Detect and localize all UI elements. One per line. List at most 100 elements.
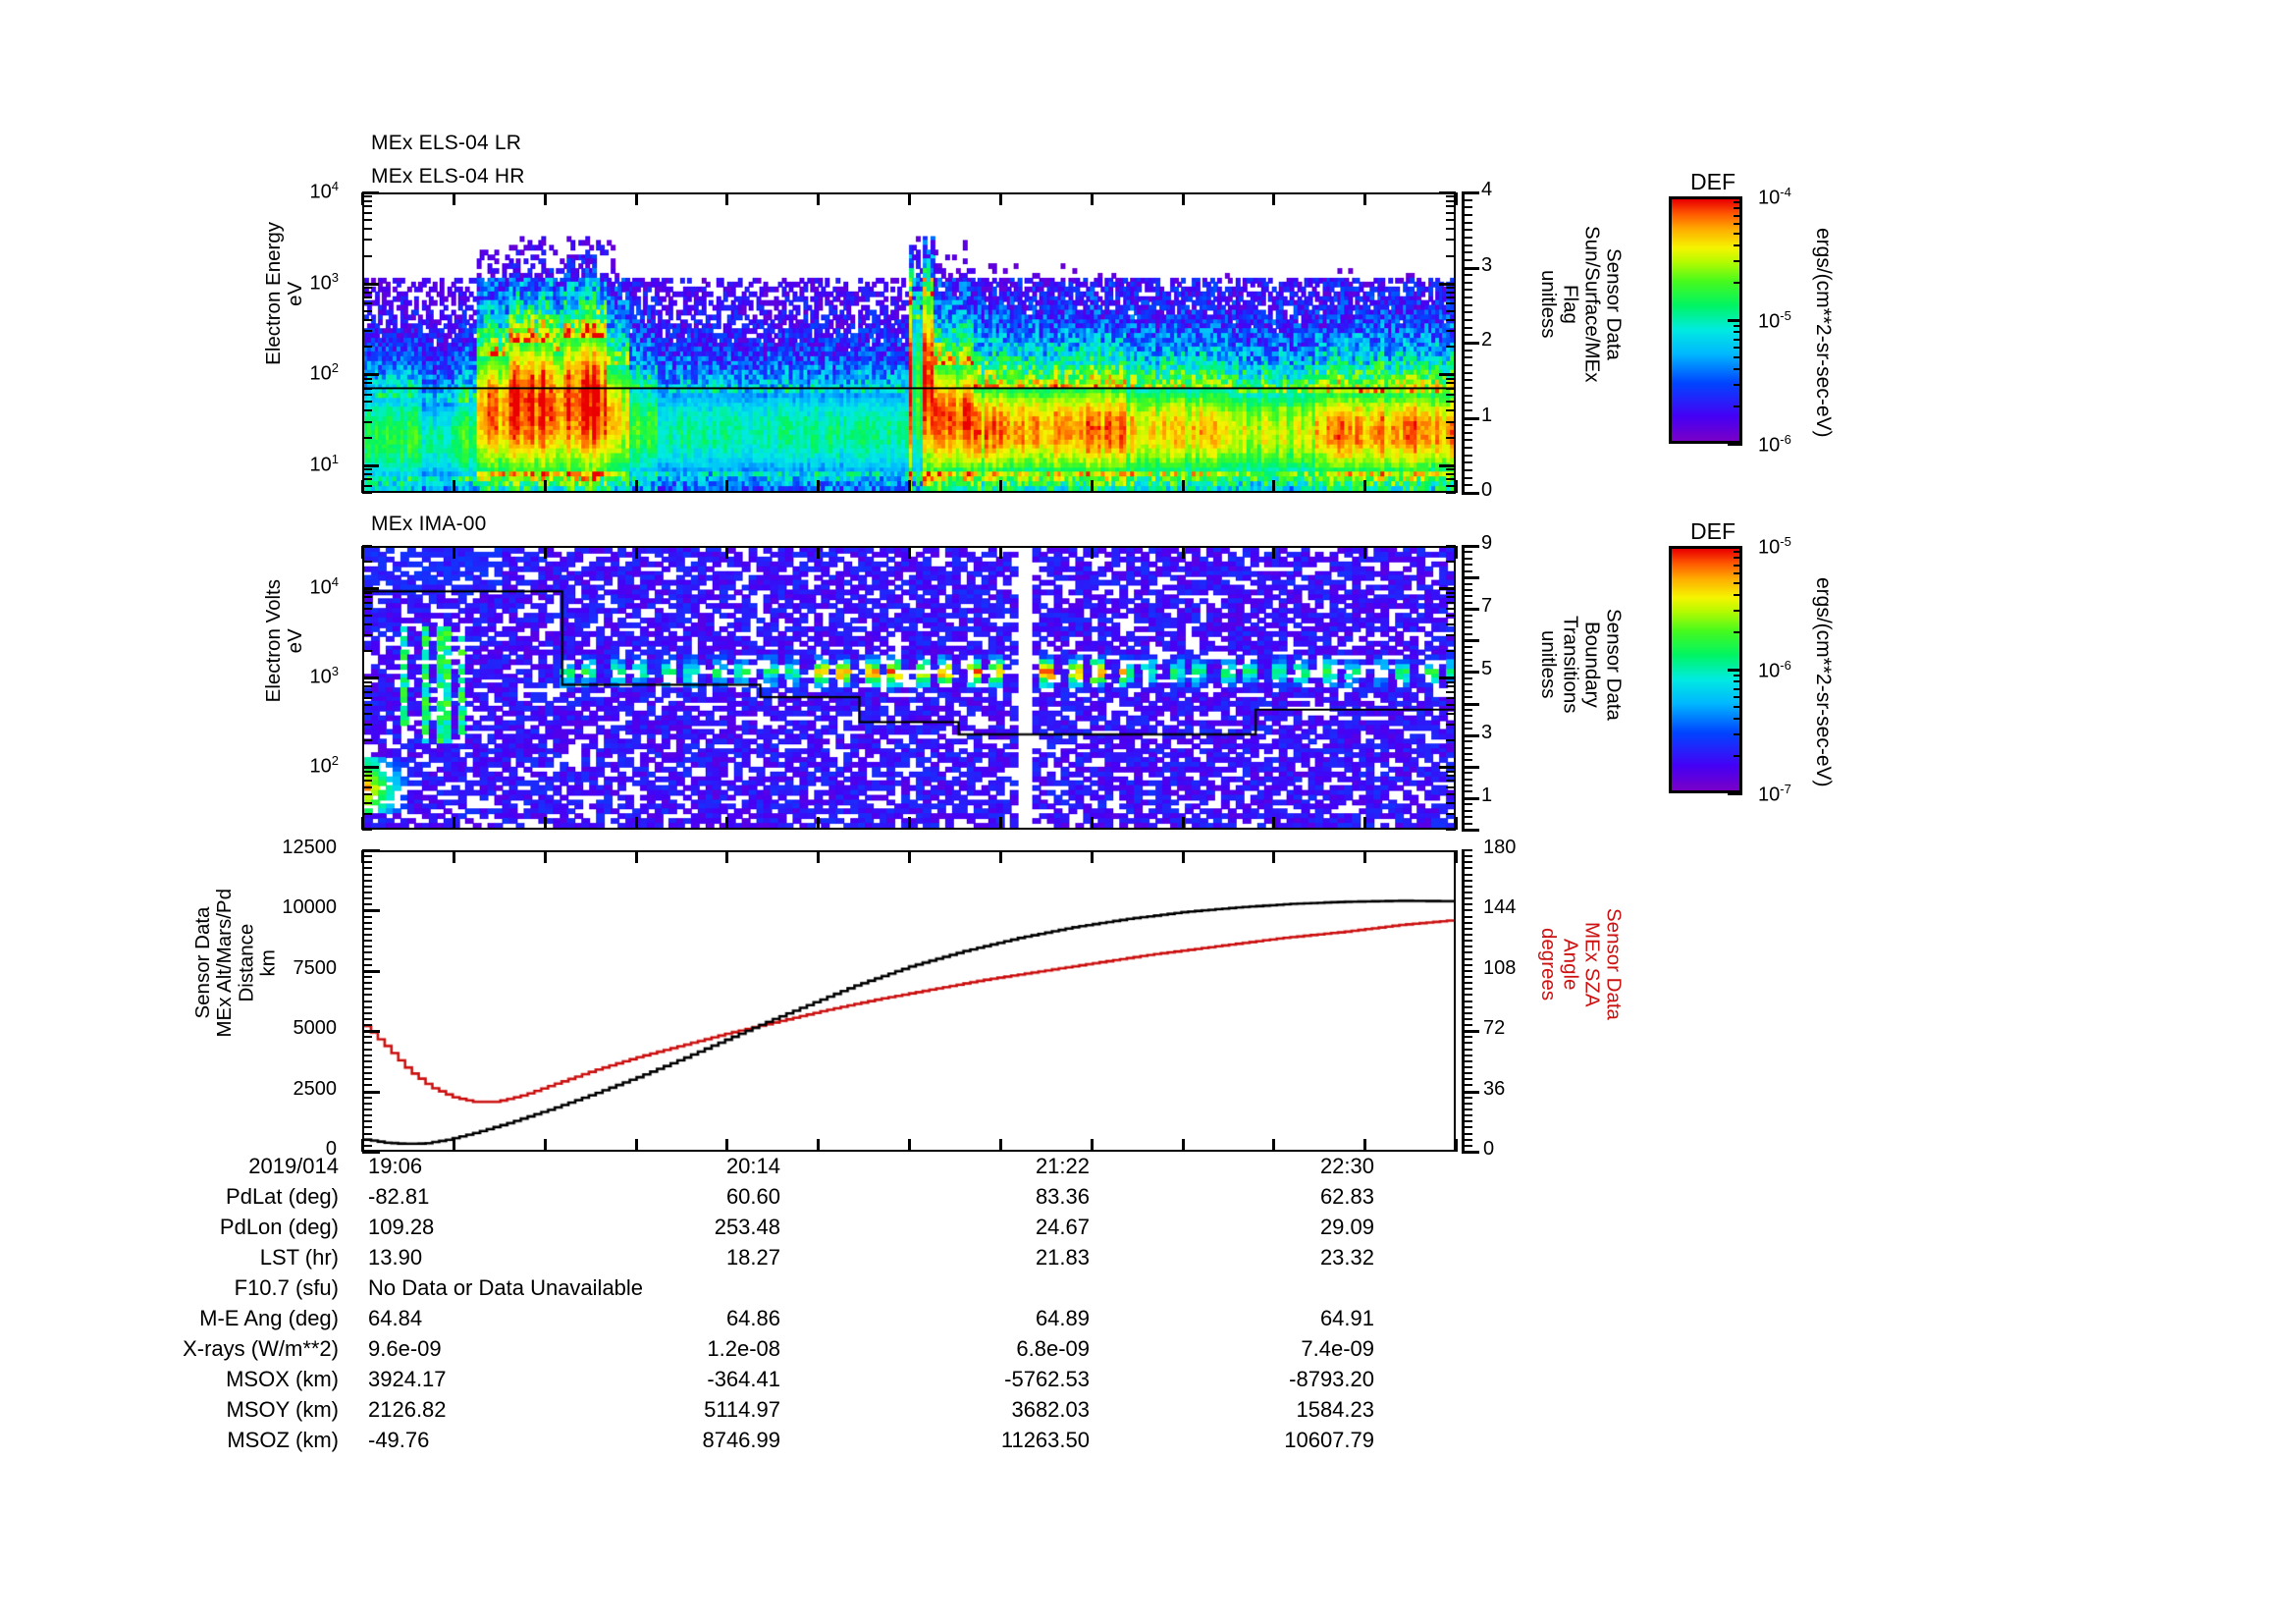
table-cell: -49.76 xyxy=(368,1428,430,1452)
panel3-right-ylabel: 72 xyxy=(1483,1017,1506,1040)
altitude-sza-panel xyxy=(362,850,1456,1152)
table-cell: 109.28 xyxy=(368,1215,435,1239)
table-row-label: MSOX (km) xyxy=(226,1367,339,1391)
panel1-right-tick xyxy=(1462,439,1472,441)
table-cell: 21:22 xyxy=(1035,1154,1090,1178)
panel3-right-tick xyxy=(1462,1120,1472,1122)
panel3-right-tick xyxy=(1462,1145,1472,1147)
panel1-right-tick xyxy=(1462,334,1472,336)
panel3-left-ylabel: 12500 xyxy=(282,837,337,858)
panel2-right-tick xyxy=(1462,677,1472,679)
panel1-right-tick xyxy=(1462,477,1472,479)
table-cell: 21.83 xyxy=(1035,1245,1090,1270)
panel2-right-tick xyxy=(1462,646,1472,648)
panel3-right-tick xyxy=(1462,897,1472,899)
colorbar2-label: 10-5 xyxy=(1758,534,1791,559)
table-cell: 24.67 xyxy=(1035,1215,1090,1239)
panel1-right-tick xyxy=(1462,199,1472,201)
panel3-right-tick xyxy=(1462,946,1472,947)
panel3-right-tick xyxy=(1462,934,1472,936)
panel1-right-tick xyxy=(1462,461,1472,463)
table-cell: No Data or Data Unavailable xyxy=(368,1275,644,1300)
panel3-right-tick xyxy=(1462,1018,1472,1020)
panel1-right-tick xyxy=(1462,409,1472,411)
panel1-title-lr: MEx ELS-04 LR xyxy=(371,132,522,154)
colorbar2-title: DEF xyxy=(1690,518,1735,544)
panel3-right-tick xyxy=(1462,855,1472,857)
table-cell: 62.83 xyxy=(1319,1184,1374,1209)
colorbar2 xyxy=(1669,546,1742,793)
panel2-right-tick xyxy=(1462,803,1472,805)
table-cell: 1584.23 xyxy=(1296,1397,1374,1422)
table-cell: 11263.50 xyxy=(1000,1428,1090,1452)
panel2-right-tick xyxy=(1462,823,1472,825)
panel3-right-tick xyxy=(1462,1139,1472,1141)
panel1-right-tick xyxy=(1462,311,1472,313)
table-row-label: LST (hr) xyxy=(259,1245,339,1270)
panel2-right-tick xyxy=(1462,709,1472,711)
table-cell: -82.81 xyxy=(368,1184,430,1209)
panel1-right-ylabel: 1 xyxy=(1481,404,1493,426)
panel2-right-tick xyxy=(1462,816,1472,818)
panel2-right-tick xyxy=(1462,633,1472,635)
panel2-right-tick xyxy=(1462,790,1472,792)
panel3-right-tick xyxy=(1462,892,1472,893)
panel3-right-tick xyxy=(1462,958,1472,960)
table-row-label: PdLon (deg) xyxy=(219,1215,339,1239)
panel2-right-tick xyxy=(1462,779,1472,781)
panel2-right-tick xyxy=(1462,671,1479,674)
table-cell: 29.09 xyxy=(1319,1215,1374,1239)
panel3-left-ylabel: 10000 xyxy=(282,896,337,919)
panel3-right-ylabel: 144 xyxy=(1483,896,1517,919)
table-cell: 6.8e-09 xyxy=(1016,1336,1090,1361)
panel3-right-tick xyxy=(1462,940,1472,942)
panel3-right-tick xyxy=(1462,988,1472,990)
table-cell: 5114.97 xyxy=(704,1397,780,1422)
panel2-right-tick xyxy=(1462,608,1479,611)
table-cell: 64.89 xyxy=(1035,1306,1090,1330)
panel2-right-tick xyxy=(1462,784,1472,786)
panel3-left-ylabel: 5000 xyxy=(293,1017,338,1040)
table-cell: 253.48 xyxy=(714,1215,780,1239)
colorbar1-label: 10-5 xyxy=(1758,308,1791,333)
panel2-right-tick xyxy=(1462,652,1472,654)
table-cell: 23.32 xyxy=(1319,1245,1374,1270)
panel3-right-tick xyxy=(1462,1060,1472,1062)
panel2-right-tick xyxy=(1462,558,1472,560)
panel2-right-tick xyxy=(1462,766,1479,769)
table-cell: 83.36 xyxy=(1035,1184,1090,1209)
panel2-right-tick xyxy=(1462,759,1472,761)
panel2-right-tick xyxy=(1462,551,1472,553)
els-spectrogram-panel xyxy=(362,192,1456,493)
table-cell: 3924.17 xyxy=(368,1367,447,1391)
panel2-right-tick xyxy=(1462,564,1472,566)
panel1-right-tick xyxy=(1462,191,1479,194)
panel1-ylabel: 104 xyxy=(309,179,339,203)
panel1-right-ylabel: 2 xyxy=(1481,329,1493,351)
panel3-right-tick xyxy=(1462,1055,1472,1056)
panel1-right-tick xyxy=(1462,327,1472,329)
panel1-right-tick xyxy=(1462,424,1472,426)
table-cell: 64.86 xyxy=(725,1306,780,1330)
panel2-right-tick xyxy=(1462,722,1472,724)
panel3-right-ylabel: 108 xyxy=(1483,956,1517,979)
panel2-right-tick xyxy=(1462,570,1472,572)
panel2-ylabel: 103 xyxy=(309,664,339,689)
table-row-label: MSOY (km) xyxy=(226,1397,339,1422)
panel3-right-axis-title: Sensor Data MEx SZA Angle degrees xyxy=(1537,908,1626,1020)
table-row-label: M-E Ang (deg) xyxy=(199,1306,339,1330)
panel1-right-tick xyxy=(1462,319,1472,321)
panel3-right-tick xyxy=(1462,903,1472,905)
panel1-ylabel: 101 xyxy=(309,452,339,476)
table-row-label: X-rays (W/m**2) xyxy=(183,1336,339,1361)
table-cell: 20:14 xyxy=(725,1154,780,1178)
panel3-right-tick xyxy=(1462,1078,1472,1080)
panel1-right-tick xyxy=(1462,387,1472,389)
panel3-right-tick xyxy=(1462,982,1472,984)
panel3-right-tick xyxy=(1462,922,1472,924)
panel3-right-ylabel: 180 xyxy=(1483,837,1517,858)
panel3-right-tick xyxy=(1462,970,1472,972)
table-row-label: F10.7 (sfu) xyxy=(234,1275,339,1300)
colorbar1-unit: ergs/(cm**2-sr-sec-eV) xyxy=(1812,228,1835,438)
panel3-right-tick xyxy=(1462,1097,1472,1099)
